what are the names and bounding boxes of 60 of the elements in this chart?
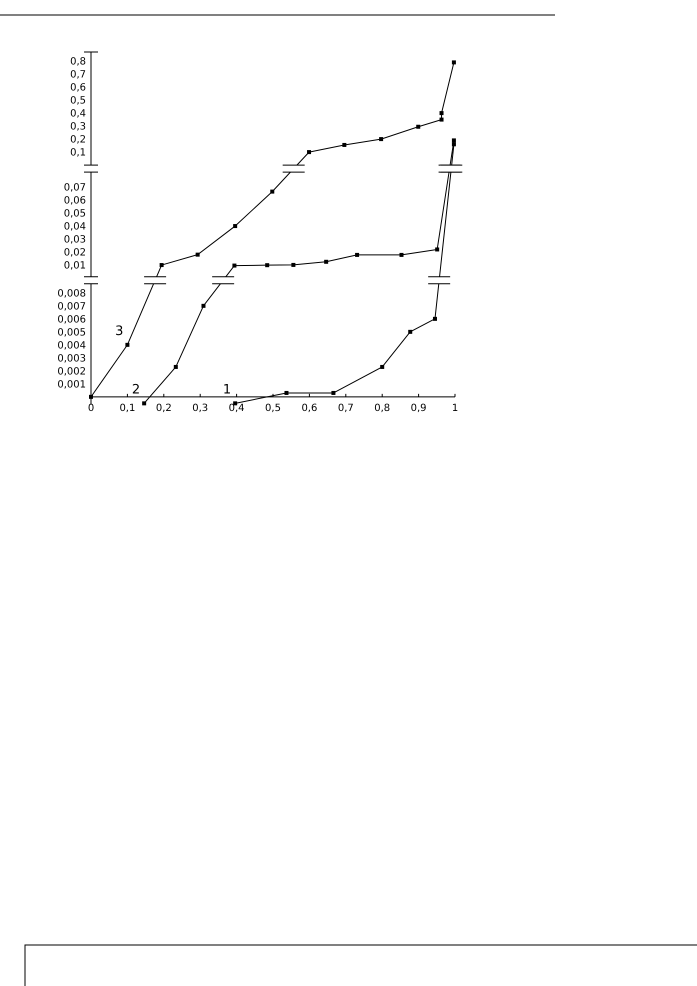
point xyxy=(416,124,420,129)
point xyxy=(440,111,444,116)
y-tick-label: 0,1 xyxy=(70,148,86,159)
y-tick-label: 0,004 xyxy=(57,340,86,352)
y-tick-label: 0,8 xyxy=(70,56,86,68)
point xyxy=(265,263,270,268)
y-tick-label: 0,002 xyxy=(57,366,86,378)
point xyxy=(233,224,238,228)
point xyxy=(432,316,437,321)
annotation: 3 xyxy=(115,324,124,339)
y-tick-label: 0,003 xyxy=(57,353,86,364)
point xyxy=(452,60,456,64)
point xyxy=(379,137,384,142)
point xyxy=(196,252,200,257)
point xyxy=(174,364,178,369)
annotation: 1 xyxy=(222,382,232,398)
point xyxy=(440,118,444,122)
y-tick-label: 0,007 xyxy=(57,301,86,312)
point xyxy=(125,342,130,347)
y-tick-label: 0,3 xyxy=(70,122,86,133)
x-tick-label: 0,3 xyxy=(192,402,208,414)
x-tick-label: 0,2 xyxy=(156,402,172,414)
x-tick-label: 0,4 xyxy=(228,402,245,414)
y-tick-label: 0,04 xyxy=(64,222,86,233)
y-tick-label: 0,008 xyxy=(57,288,86,300)
y-tick-label: 0,4 xyxy=(70,108,86,120)
point xyxy=(291,262,296,267)
x-tick-label: 0,1 xyxy=(119,402,136,414)
y-tick-label: 0,06 xyxy=(64,196,86,207)
y-tick-label: 0,001 xyxy=(57,379,86,390)
point xyxy=(201,304,206,308)
y-tick-label: 0,2 xyxy=(70,134,86,146)
y-tick-label: 0,6 xyxy=(70,82,86,94)
y-tick-label: 0,01 xyxy=(64,260,86,272)
x-tick-label: 1 xyxy=(452,402,458,414)
x-tick-label: 0,7 xyxy=(338,402,354,414)
annotation: 2 xyxy=(132,382,140,398)
point xyxy=(342,142,346,147)
x-tick-label: 0,9 xyxy=(410,402,427,414)
y-tick-label: 0,5 xyxy=(70,96,86,107)
point xyxy=(284,390,288,395)
y-tick-label: 0,005 xyxy=(57,327,86,338)
point xyxy=(355,252,360,257)
x-tick-label: 0,8 xyxy=(374,402,390,414)
point xyxy=(324,260,328,264)
y-tick-label: 0,006 xyxy=(57,314,86,326)
x-tick-label: 0,6 xyxy=(301,402,318,414)
y-tick-label: 0,03 xyxy=(64,234,86,246)
point xyxy=(399,252,404,257)
point xyxy=(142,401,146,406)
point xyxy=(270,190,274,194)
y-tick-label: 0,7 xyxy=(70,70,86,81)
point xyxy=(380,364,384,369)
y-tick-label: 0,07 xyxy=(64,182,86,194)
point xyxy=(408,330,412,334)
x-tick-label: 0,5 xyxy=(265,402,281,414)
y-tick-label: 0,02 xyxy=(64,248,86,259)
point xyxy=(331,390,336,395)
y-tick-label: 0,05 xyxy=(64,208,86,220)
point xyxy=(435,247,440,252)
